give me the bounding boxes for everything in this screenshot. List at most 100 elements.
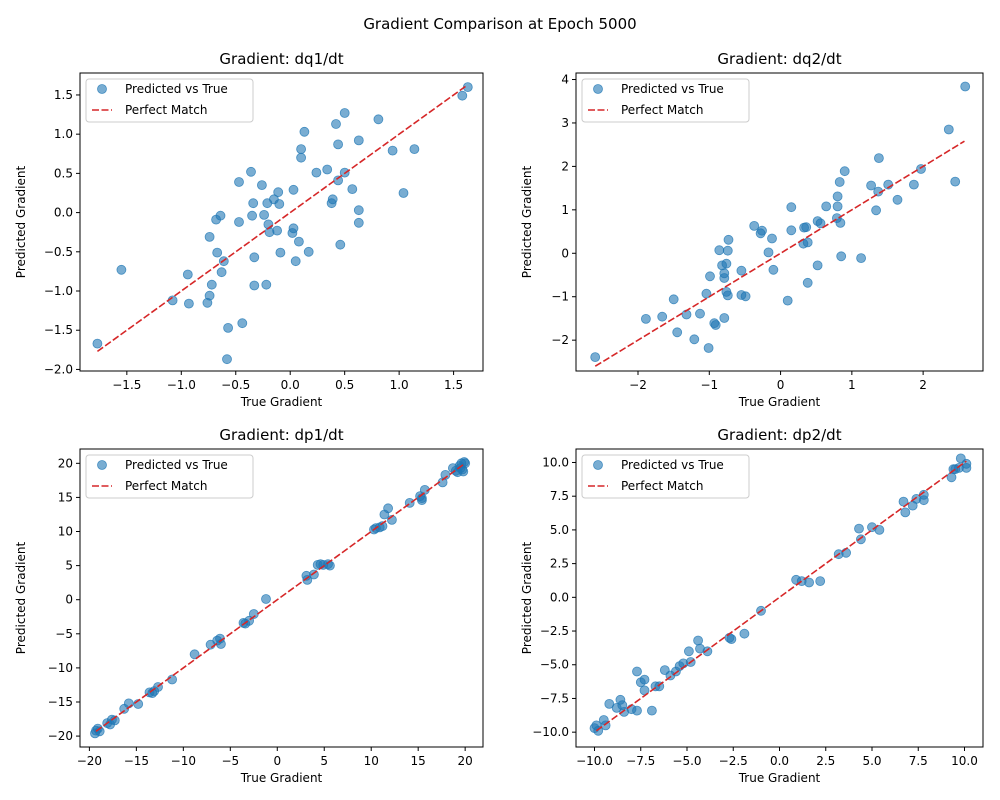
data-point bbox=[726, 634, 737, 644]
x-tick-label: 1 bbox=[848, 378, 856, 392]
x-tick-label: 0.0 bbox=[281, 378, 300, 392]
y-tick-label: −10 bbox=[48, 661, 73, 675]
y-tick-label: 3 bbox=[561, 116, 569, 130]
data-point bbox=[757, 225, 767, 236]
data-point bbox=[272, 225, 283, 236]
data-point bbox=[639, 674, 650, 685]
y-axis-label: Predicted Gradient bbox=[14, 542, 28, 655]
data-point bbox=[331, 119, 341, 129]
data-point bbox=[288, 184, 299, 195]
data-point bbox=[632, 705, 642, 716]
x-tick-label: 15 bbox=[411, 754, 426, 768]
data-point bbox=[249, 280, 260, 291]
legend-label-scatter: Predicted vs True bbox=[621, 82, 724, 96]
x-tick-label: 0 bbox=[273, 754, 281, 768]
x-tick-label: 5 bbox=[320, 754, 328, 768]
data-point bbox=[710, 320, 721, 330]
data-point bbox=[722, 290, 733, 301]
y-axis-label: Predicted Gradient bbox=[520, 166, 534, 279]
subplot-dq2: −2 −1 0 1 2 −2 −1 0 1 2 3 4 Gradient: dq2/dt True Gra… bbox=[520, 50, 984, 409]
legend-label-scatter: Predicted vs True bbox=[125, 458, 228, 472]
data-point bbox=[672, 327, 683, 338]
x-tick-label: 1.0 bbox=[390, 378, 409, 392]
data-point bbox=[387, 145, 398, 156]
data-point bbox=[950, 176, 961, 187]
data-point bbox=[398, 188, 409, 198]
subplot-title: Gradient: dq2/dt bbox=[717, 50, 841, 68]
x-axis-label: True Gradient bbox=[738, 395, 821, 409]
legend-label-line: Perfect Match bbox=[621, 103, 703, 117]
y-tick-label: −5.0 bbox=[540, 658, 569, 672]
legend-label-line: Perfect Match bbox=[125, 479, 207, 493]
x-axis-label: True Gradient bbox=[240, 771, 323, 785]
y-tick-label: 10 bbox=[58, 525, 73, 539]
x-tick-label: −10 bbox=[171, 754, 196, 768]
legend: Predicted vs True Perfect Match bbox=[581, 78, 750, 123]
x-tick-label: 10 bbox=[364, 754, 379, 768]
x-tick-label: 0.0 bbox=[770, 754, 789, 768]
data-point bbox=[684, 646, 694, 657]
y-tick-label: −2.5 bbox=[540, 624, 569, 638]
data-point bbox=[183, 298, 194, 309]
data-point bbox=[871, 205, 881, 216]
data-point bbox=[339, 108, 350, 118]
data-point bbox=[768, 264, 779, 275]
x-tick-label: −2.5 bbox=[719, 754, 748, 768]
x-tick-label: 2.5 bbox=[816, 754, 835, 768]
data-point bbox=[204, 231, 215, 242]
y-tick-label: 4 bbox=[561, 73, 569, 87]
data-point bbox=[689, 334, 700, 345]
legend-label-line: Perfect Match bbox=[621, 479, 703, 493]
legend-marker bbox=[97, 84, 107, 94]
data-point bbox=[801, 222, 812, 233]
x-tick-label: −5.0 bbox=[672, 754, 701, 768]
y-tick-label: 5.0 bbox=[550, 523, 569, 537]
y-tick-label: −2 bbox=[551, 333, 569, 347]
legend: Predicted vs True Perfect Match bbox=[85, 78, 254, 123]
x-tick-label: 7.5 bbox=[909, 754, 928, 768]
data-point bbox=[909, 179, 919, 190]
data-point bbox=[705, 271, 715, 282]
data-point bbox=[353, 205, 364, 216]
data-point bbox=[248, 198, 259, 209]
axes-frame bbox=[79, 448, 484, 748]
data-point bbox=[288, 223, 299, 234]
data-point bbox=[961, 458, 972, 469]
data-point bbox=[723, 234, 734, 245]
x-tick-label: 10.0 bbox=[951, 754, 978, 768]
data-point bbox=[839, 166, 850, 177]
data-point bbox=[167, 674, 178, 685]
data-point bbox=[383, 503, 394, 514]
data-point bbox=[215, 210, 226, 221]
data-point bbox=[249, 252, 260, 263]
data-point bbox=[719, 313, 730, 323]
axes-frame bbox=[79, 72, 484, 372]
x-tick-label: −5 bbox=[221, 754, 239, 768]
subplot-dp2: −10.0 −7.5 −5.0 −2.5 0.0 2.5 5.0 7.5 10.0 −10.0 −7… bbox=[520, 426, 984, 785]
data-point bbox=[109, 715, 120, 726]
data-point bbox=[322, 164, 333, 175]
x-tick-label: 1.5 bbox=[444, 378, 463, 392]
data-point bbox=[866, 180, 876, 191]
figure-title: Gradient Comparison at Epoch 5000 bbox=[363, 15, 636, 33]
data-point bbox=[815, 576, 826, 586]
data-point bbox=[275, 247, 286, 258]
axes-frame bbox=[575, 72, 984, 372]
y-tick-label: 0 bbox=[561, 246, 569, 260]
data-point bbox=[299, 126, 310, 137]
data-point bbox=[821, 201, 832, 212]
data-point bbox=[259, 209, 270, 220]
data-point bbox=[373, 114, 384, 125]
data-point bbox=[854, 523, 864, 534]
x-tick-label: −0.5 bbox=[221, 378, 250, 392]
y-tick-label: −20 bbox=[48, 729, 73, 743]
x-tick-label: 0 bbox=[777, 378, 785, 392]
data-point bbox=[647, 705, 657, 716]
data-point bbox=[739, 628, 750, 639]
y-tick-label: 0.0 bbox=[550, 590, 569, 604]
data-point bbox=[353, 135, 364, 146]
y-tick-label: 1.5 bbox=[54, 88, 73, 102]
subplot-dq1: −1.5 −1.0 −0.5 0.0 0.5 1.0 1.5 −2.0 −1.5 −1.0 −0.5… bbox=[14, 50, 484, 409]
data-point bbox=[261, 279, 272, 290]
